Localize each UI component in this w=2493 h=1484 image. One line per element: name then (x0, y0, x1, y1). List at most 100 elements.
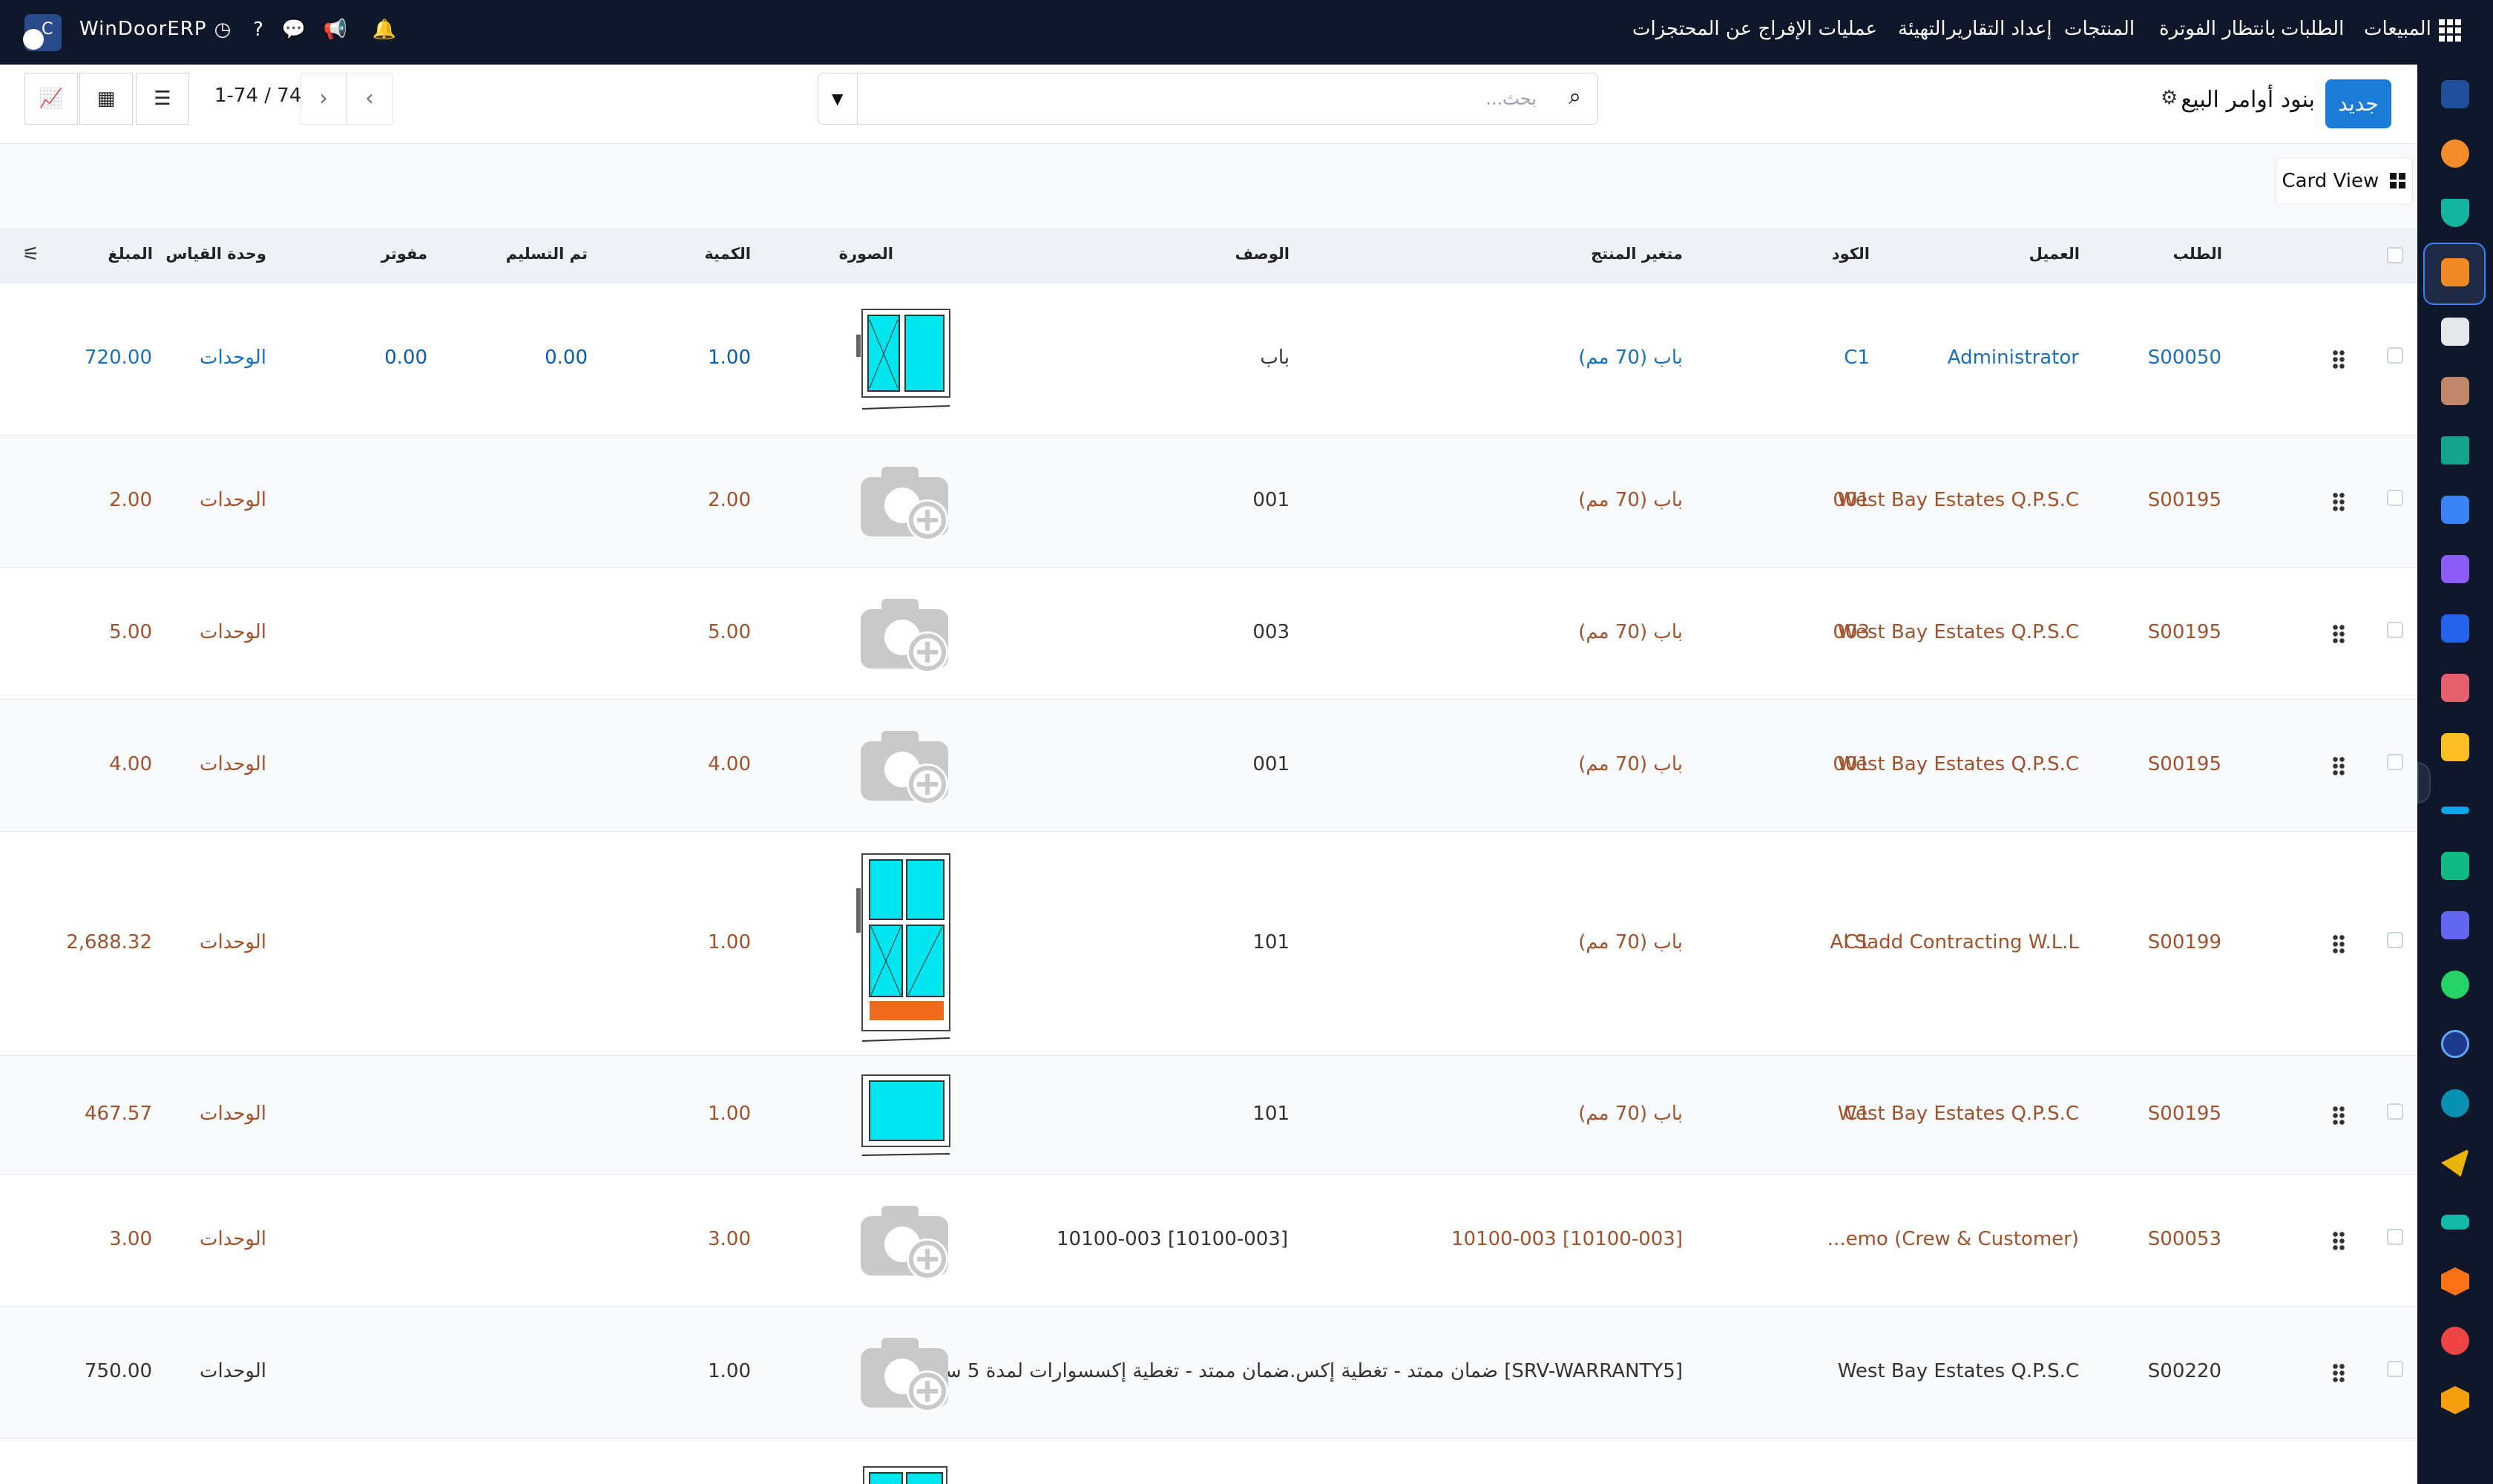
table-row[interactable]: S00050 Administrator C1 باب (70 مم) باب … (0, 283, 2417, 436)
col-image[interactable]: الصورة (838, 245, 893, 263)
timer-app-icon[interactable] (2441, 1030, 2469, 1058)
table-row[interactable]: S00195 West Bay Estates Q.P.S.C 001 باب … (0, 436, 2417, 568)
brand-name[interactable]: WinDoorERP (79, 18, 207, 40)
col-description[interactable]: الوصف (1235, 245, 1290, 263)
product-app-icon[interactable] (2441, 555, 2469, 583)
variant-cell[interactable]: باب (70 مم) (1578, 1103, 1683, 1125)
customer-cell[interactable]: Administrator (1947, 347, 2079, 369)
table-row[interactable]: S00053 ...emo (Crew & Customer) 10100-00… (0, 1175, 2417, 1307)
chat-icon[interactable]: 💬 (281, 19, 306, 41)
finance-app-icon[interactable] (2441, 614, 2469, 643)
search-icon[interactable]: ⌕ (1569, 84, 1581, 110)
clock-icon[interactable]: ◷ (214, 19, 231, 41)
customer-cell[interactable]: Al Sadd Contracting W.L.L (1830, 931, 2079, 953)
col-invoiced[interactable]: مفوتر (381, 245, 427, 263)
row-checkbox[interactable] (2387, 622, 2403, 638)
order-cell[interactable]: S00050 (2147, 347, 2221, 369)
sidebar-collapse-handle[interactable] (2417, 762, 2431, 804)
row-checkbox[interactable] (2387, 932, 2403, 948)
discuss-app-icon[interactable] (2441, 139, 2469, 168)
contacts-app-icon[interactable] (2441, 377, 2469, 405)
variant-cell[interactable]: 10100-003 [10100-003] (1451, 1228, 1683, 1250)
nav-configuration[interactable]: التهيئة (1898, 18, 1946, 40)
table-row[interactable]: S00220 West Bay Estates Q.P.S.C [SRV-WAR… (0, 1307, 2417, 1439)
customer-cell[interactable]: West Bay Estates Q.P.S.C (1837, 489, 2079, 511)
gear-icon[interactable]: ⚙ (2161, 87, 2178, 109)
variant-cell[interactable]: باب (70 مم) (1578, 489, 1683, 511)
col-variant[interactable]: متغير المنتج (1591, 245, 1683, 263)
customer-cell[interactable]: West Bay Estates Q.P.S.C (1837, 1103, 2079, 1125)
employees-app-icon[interactable] (2441, 674, 2469, 702)
variant-cell[interactable]: باب (70 مم) (1578, 621, 1683, 643)
company-logo-icon[interactable] (23, 14, 62, 51)
order-cell[interactable]: S00053 (2147, 1228, 2221, 1250)
col-quantity[interactable]: الكمية (704, 245, 751, 263)
chart-app-icon[interactable] (2441, 1327, 2469, 1355)
nav-to-invoice[interactable]: بانتظار الفوترة (2159, 18, 2276, 40)
pivot-view-icon[interactable]: ▦ (79, 73, 133, 125)
megaphone-icon[interactable]: 📢 (323, 19, 348, 41)
check-app-icon[interactable] (2441, 436, 2469, 464)
pager-prev-icon[interactable]: ‹ (346, 73, 392, 125)
drag-handle-icon[interactable] (2332, 1106, 2345, 1125)
order-cell[interactable]: S00195 (2147, 489, 2221, 511)
contact-card-app-icon[interactable] (2441, 852, 2469, 880)
whatsapp-app-icon[interactable] (2441, 971, 2469, 999)
nav-sales[interactable]: المبيعات (2364, 18, 2431, 40)
drag-handle-icon[interactable] (2332, 1363, 2345, 1382)
order-cell[interactable]: S00195 (2147, 1103, 2221, 1125)
drag-handle-icon[interactable] (2332, 492, 2345, 511)
calendar-app-icon[interactable] (2441, 733, 2469, 761)
cube-app-icon[interactable] (2441, 1267, 2469, 1296)
sales-app-icon[interactable] (2441, 258, 2469, 286)
graph-view-icon[interactable]: 📈 (24, 73, 78, 125)
apps-menu-icon[interactable] (2439, 19, 2461, 42)
col-uom[interactable]: وحدة القياس (165, 245, 266, 263)
card-view-button[interactable]: Card View (2275, 157, 2413, 205)
camera-add-icon[interactable] (859, 461, 954, 542)
pager-value[interactable]: 1-74 / 74 (214, 85, 302, 107)
table-row[interactable]: S00195 West Bay Estates Q.P.S.C 001 باب … (0, 700, 2417, 832)
sign-app-icon[interactable] (2441, 807, 2469, 814)
customer-cell[interactable]: ...emo (Crew & Customer) (1827, 1228, 2079, 1250)
customer-cell[interactable]: West Bay Estates Q.P.S.C (1837, 1360, 2079, 1382)
table-row[interactable]: S00199 Al Sadd Contracting W.L.L C1 باب … (0, 832, 2417, 1056)
select-all-checkbox[interactable] (2387, 247, 2403, 263)
nav-orders[interactable]: الطلبات (2281, 18, 2345, 40)
row-checkbox[interactable] (2387, 754, 2403, 770)
row-checkbox[interactable] (2387, 1103, 2403, 1120)
list-view-icon[interactable]: ☰ (136, 73, 189, 125)
drag-handle-icon[interactable] (2332, 756, 2345, 775)
variant-cell[interactable]: باب (70 مم) (1578, 347, 1683, 369)
send-app-icon[interactable] (2441, 1149, 2469, 1177)
column-settings-icon[interactable]: ⚟ (22, 243, 40, 266)
hex-app-icon[interactable] (2441, 1386, 2469, 1414)
variant-cell[interactable]: باب (70 مم) (1578, 753, 1683, 775)
variant-cell[interactable]: [SRV-WARRANTY5] ضمان ممتد - تغطية إكس... (1277, 1360, 1683, 1382)
order-cell[interactable]: S00220 (2147, 1360, 2221, 1382)
search-bar[interactable]: ▼ بحث... ⌕ (818, 73, 1598, 125)
customer-cell[interactable]: West Bay Estates Q.P.S.C (1837, 753, 2079, 775)
chat-app-icon[interactable] (2441, 496, 2469, 524)
row-checkbox[interactable] (2387, 347, 2403, 364)
drag-handle-icon[interactable] (2332, 624, 2345, 643)
nav-products[interactable]: المنتجات (2064, 18, 2135, 40)
row-checkbox[interactable] (2387, 490, 2403, 506)
filter-app-icon[interactable] (2441, 199, 2469, 227)
help-icon[interactable]: ? (253, 19, 263, 41)
dashboard-app-icon[interactable] (2441, 911, 2469, 939)
nav-releases[interactable]: عمليات الإفراج عن المحتجزات (1632, 18, 1877, 40)
variant-cell[interactable]: باب (70 مم) (1578, 931, 1683, 953)
pager-next-icon[interactable]: › (300, 73, 346, 125)
drag-handle-icon[interactable] (2332, 1231, 2345, 1250)
camera-add-icon[interactable] (859, 593, 954, 674)
nav-reporting[interactable]: إعداد التقارير (1947, 18, 2052, 40)
customer-cell[interactable]: West Bay Estates Q.P.S.C (1837, 621, 2079, 643)
search-input[interactable]: بحث... (1485, 88, 1537, 109)
col-order[interactable]: الطلب (2172, 245, 2222, 263)
table-row[interactable] (0, 1439, 2417, 1484)
mail-app-icon[interactable] (2441, 80, 2469, 108)
row-checkbox[interactable] (2387, 1361, 2403, 1377)
inventory-app-icon[interactable] (2441, 318, 2469, 346)
row-checkbox[interactable] (2387, 1229, 2403, 1245)
